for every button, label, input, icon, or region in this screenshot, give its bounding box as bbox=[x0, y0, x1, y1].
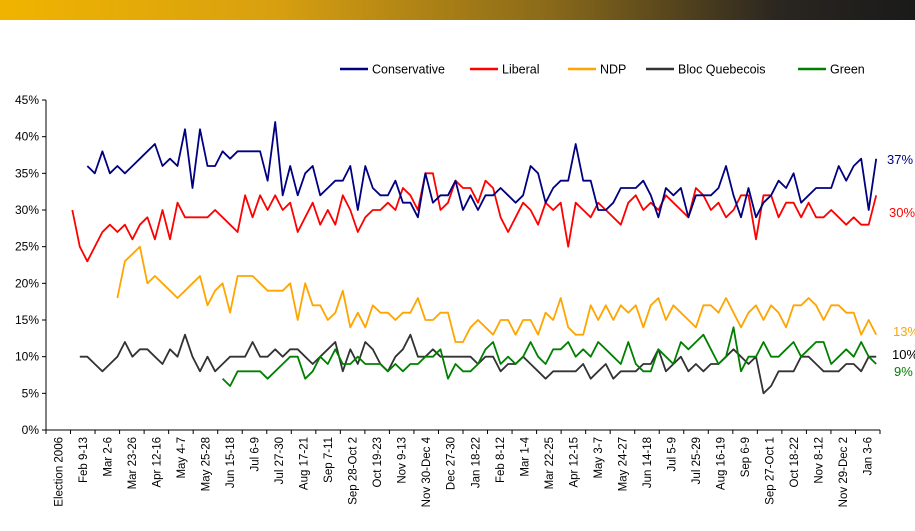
x-tick-label: Sep 6-9 bbox=[740, 437, 752, 477]
x-tick-label: Jan 3-6 bbox=[863, 437, 875, 475]
y-tick-label: 0% bbox=[22, 423, 40, 437]
end-label-liberal: 30% bbox=[889, 205, 915, 220]
y-tick-label: 10% bbox=[15, 350, 39, 364]
legend-label: Green bbox=[830, 63, 865, 77]
x-tick-label: Election 2006 bbox=[53, 437, 65, 507]
x-tick-label: Feb 9-13 bbox=[78, 437, 90, 483]
x-tick-label: Mar 1-4 bbox=[519, 436, 531, 476]
x-tick-label: Jan 18-22 bbox=[470, 437, 482, 488]
x-tick-label: Sep 27-Oct 1 bbox=[765, 437, 777, 505]
y-tick-label: 25% bbox=[15, 240, 39, 254]
y-tick-label: 45% bbox=[15, 93, 39, 107]
legend-label: Bloc Quebecois bbox=[678, 63, 766, 77]
x-tick-label: Nov 9-13 bbox=[397, 437, 409, 484]
y-tick-label: 30% bbox=[15, 203, 39, 217]
x-tick-label: Jun 15-18 bbox=[225, 437, 237, 488]
x-tick-label: Jul 25-29 bbox=[691, 437, 703, 484]
x-tick-label: Jul 5-9 bbox=[667, 437, 679, 472]
legend: Conservative Liberal NDP Bloc Quebecois Gree… bbox=[340, 63, 865, 77]
x-tick-label: May 25-28 bbox=[200, 437, 212, 491]
y-axis: 0% 5% 10% 15% 20% 25% 30% 35% 40% 45% bbox=[15, 93, 47, 437]
x-tick-label: May 4-7 bbox=[176, 437, 188, 479]
legend-label: Conservative bbox=[372, 63, 445, 77]
header-bar bbox=[0, 0, 915, 20]
x-tick-label: May 24-27 bbox=[617, 437, 629, 491]
x-tick-label: Apr 12-15 bbox=[568, 437, 580, 488]
x-tick-label: Jun 14-18 bbox=[642, 437, 654, 488]
series-line-liberal bbox=[71, 172, 878, 263]
x-tick-label: Nov 30-Dec 4 bbox=[421, 436, 433, 507]
end-label-bloc-quebecois: 10% bbox=[892, 347, 915, 362]
x-tick-label: Jul 27-30 bbox=[274, 437, 286, 484]
y-tick-label: 40% bbox=[15, 130, 39, 144]
x-tick-label: Nov 8-12 bbox=[814, 437, 826, 484]
x-tick-label: Sep 28-Oct 2 bbox=[348, 437, 360, 505]
x-tick-label: Nov 29-Dec 2 bbox=[838, 437, 850, 507]
x-tick-label: Oct 18-22 bbox=[789, 437, 801, 488]
x-tick-label: Mar 2-6 bbox=[102, 437, 114, 477]
x-tick-label: Apr 12-16 bbox=[151, 437, 163, 488]
x-tick-label: Mar 23-26 bbox=[127, 437, 139, 489]
x-tick-label: Jul 6-9 bbox=[250, 437, 262, 472]
end-label-ndp: 13% bbox=[893, 324, 915, 339]
x-tick-label: Oct 19-23 bbox=[372, 437, 384, 488]
y-tick-label: 20% bbox=[15, 276, 39, 290]
x-tick-label: Aug 17-21 bbox=[299, 437, 311, 490]
legend-label: Liberal bbox=[502, 63, 540, 77]
x-tick-label: Aug 16-19 bbox=[716, 437, 728, 490]
x-tick-label: Mar 22-25 bbox=[544, 437, 556, 489]
plot-area bbox=[71, 121, 878, 395]
series-line-ndp bbox=[116, 245, 878, 343]
x-tick-label: May 3-7 bbox=[593, 437, 605, 479]
end-labels: 37% 30% 13% 10% 9% bbox=[887, 152, 915, 379]
series-line-green bbox=[221, 326, 877, 387]
legend-label: NDP bbox=[600, 63, 626, 77]
y-tick-label: 15% bbox=[15, 313, 39, 327]
x-tick-label: Sep 7-11 bbox=[323, 437, 335, 483]
end-label-green: 9% bbox=[894, 364, 913, 379]
y-tick-label: 35% bbox=[15, 166, 39, 180]
y-tick-label: 5% bbox=[22, 386, 40, 400]
x-axis: Election 2006 Feb 9-13 Mar 2-6 Mar 23-26 Apr… bbox=[45, 429, 881, 507]
end-label-conservative: 37% bbox=[887, 152, 913, 167]
x-tick-label: Feb 8-12 bbox=[495, 437, 507, 483]
x-tick-label: Dec 27-30 bbox=[446, 437, 458, 490]
series-line-conservative bbox=[86, 121, 878, 219]
